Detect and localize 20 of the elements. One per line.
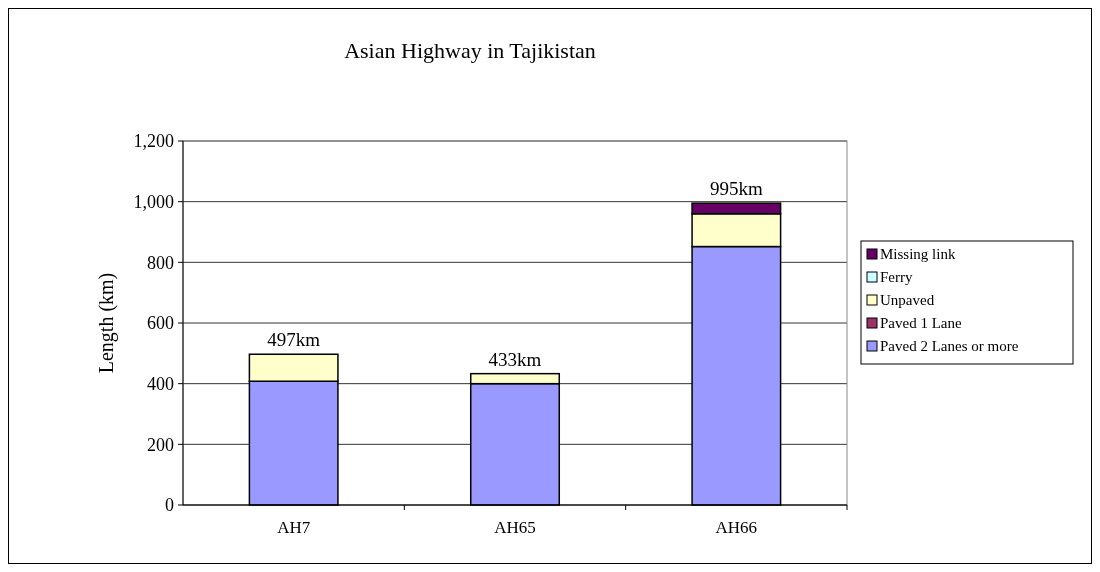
y-axis-title: Length (km): [95, 272, 118, 374]
legend-label: Missing link: [880, 246, 956, 263]
y-tick-label: 200: [147, 434, 174, 455]
legend-label: Unpaved: [880, 292, 935, 309]
y-tick-label: 1,200: [133, 131, 174, 152]
legend-label: Ferry: [880, 269, 913, 286]
total-label: 995km: [709, 178, 763, 200]
x-tick-label: AH66: [715, 518, 758, 537]
y-tick-label: 600: [147, 313, 174, 334]
y-tick-label: 400: [147, 373, 174, 394]
total-label: 497km: [267, 329, 321, 351]
chart-title: Asian Highway in Tajikistan: [344, 38, 596, 63]
x-tick-label: AH65: [494, 518, 536, 537]
legend-label: Paved 1 Lane: [880, 315, 962, 332]
x-tick-label: AH7: [277, 518, 311, 537]
y-tick-label: 1,000: [133, 191, 174, 212]
legend-label: Paved 2 Lanes or more: [880, 338, 1019, 355]
y-tick-label: 800: [147, 252, 174, 273]
total-label: 433km: [488, 348, 542, 370]
y-tick-label: 0: [165, 495, 174, 516]
